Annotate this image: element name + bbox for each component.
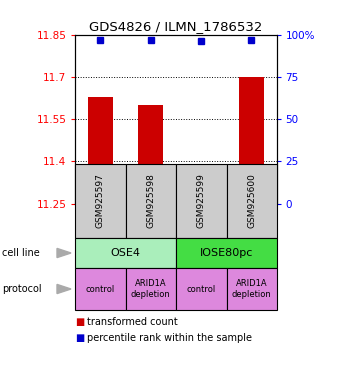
Text: GSM925599: GSM925599 [197, 174, 206, 228]
Bar [188, 175, 214, 204]
Text: IOSE80pc: IOSE80pc [200, 248, 253, 258]
Text: control: control [86, 285, 115, 293]
Text: protocol: protocol [2, 284, 42, 294]
Text: GSM925600: GSM925600 [247, 174, 256, 228]
Text: GSM925597: GSM925597 [96, 174, 105, 228]
Text: ■: ■ [75, 333, 84, 343]
Text: percentile rank within the sample: percentile rank within the sample [87, 333, 252, 343]
Text: transformed count: transformed count [87, 317, 178, 327]
Text: control: control [187, 285, 216, 293]
Text: ARID1A
depletion: ARID1A depletion [131, 279, 171, 299]
Bar [138, 105, 163, 204]
Text: cell line: cell line [2, 248, 40, 258]
Title: GDS4826 / ILMN_1786532: GDS4826 / ILMN_1786532 [89, 20, 262, 33]
Bar [88, 96, 113, 204]
Bar [239, 77, 264, 204]
Text: OSE4: OSE4 [111, 248, 140, 258]
Text: ■: ■ [75, 317, 84, 327]
Text: ARID1A
depletion: ARID1A depletion [232, 279, 272, 299]
Text: GSM925598: GSM925598 [146, 174, 155, 228]
